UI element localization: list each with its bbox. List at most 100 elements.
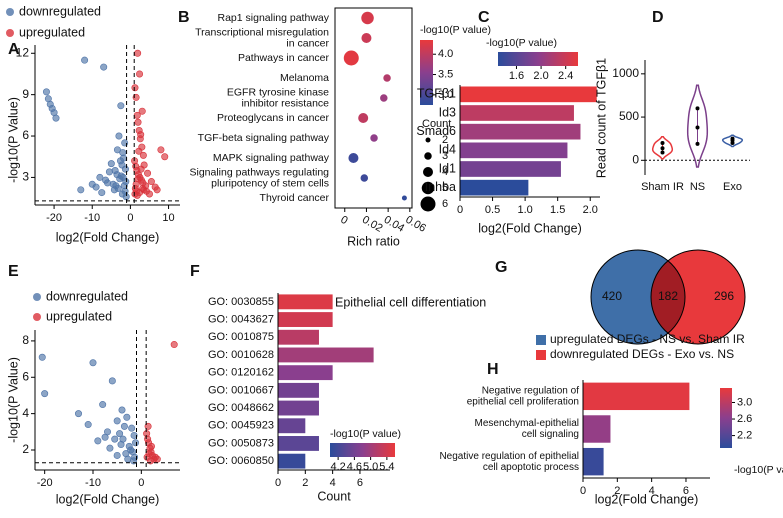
point xyxy=(38,353,46,361)
panel-letter: H xyxy=(487,361,499,378)
category-label: Proteoglycans in cancer xyxy=(217,112,330,124)
legend-marker xyxy=(6,29,14,37)
point xyxy=(132,439,140,447)
colorbar-tick-label: 1.6 xyxy=(509,70,524,82)
colorbar-tick-label: 2.2 xyxy=(737,429,752,441)
bar xyxy=(278,436,319,451)
legend-label: upregulated xyxy=(19,25,85,39)
category-label: epithelial cell proliferation xyxy=(467,396,579,407)
point xyxy=(134,49,142,57)
venn-count: 296 xyxy=(714,289,734,303)
legend-label: downregulated xyxy=(46,289,128,303)
category-label: EGFR tyrosine kinase xyxy=(227,86,329,98)
point xyxy=(94,437,102,445)
colorbar-tick-label: 5.0 xyxy=(363,461,378,473)
point xyxy=(118,406,126,414)
category-label: pluripotency of stem cells xyxy=(211,177,329,189)
venn-count: 420 xyxy=(602,289,622,303)
x-tick-label: 6 xyxy=(683,485,689,497)
point xyxy=(84,421,92,429)
point xyxy=(101,433,109,441)
point xyxy=(153,186,161,194)
x-tick-label: 0 xyxy=(275,477,281,489)
point xyxy=(135,147,143,155)
colorbar-tick-label: 3.0 xyxy=(737,396,752,408)
point xyxy=(147,178,155,186)
colorbar-title: -log10(P value) xyxy=(330,428,401,440)
x-axis-title: log2(Fold Change) xyxy=(595,492,699,506)
violin xyxy=(651,136,674,160)
x-tick-label: 1.5 xyxy=(550,204,565,216)
category-label: Id1 xyxy=(439,161,456,175)
category-label: cell apoptotic process xyxy=(483,462,579,473)
colorbar-tick-label: 2.4 xyxy=(558,70,573,82)
x-tick-label: 4 xyxy=(649,485,655,497)
point xyxy=(138,107,146,115)
point xyxy=(99,401,107,409)
y-axis-title: -log10(P Value) xyxy=(6,357,20,443)
category-label: GO: 0030855 xyxy=(208,296,274,308)
x-axis-title: Count xyxy=(317,489,351,503)
bar xyxy=(460,105,574,121)
size-legend-label: 4 xyxy=(442,166,448,178)
legend-marker xyxy=(33,293,41,301)
category-label: GO: 0010875 xyxy=(208,331,274,343)
category-label: Smad6 xyxy=(416,124,456,138)
point xyxy=(105,168,113,176)
category-label: GO: 0050873 xyxy=(208,437,274,449)
bubble xyxy=(348,153,359,163)
category-label: Melanoma xyxy=(280,72,329,84)
x-tick-label: Sham IR xyxy=(641,181,684,193)
colorbar-title: -log10(P value) xyxy=(486,37,557,49)
size-legend-label: 3 xyxy=(442,150,448,162)
point xyxy=(116,157,124,165)
panel-letter: D xyxy=(652,9,664,26)
point xyxy=(730,141,735,146)
bubble xyxy=(361,33,372,43)
point xyxy=(170,341,178,349)
colorbar-tick-label: 3.0 xyxy=(438,89,453,101)
point xyxy=(119,173,127,181)
y-tick-label: 1000 xyxy=(612,66,639,80)
point xyxy=(123,413,131,421)
x-tick-label: 0.06 xyxy=(403,214,428,235)
point xyxy=(88,180,96,188)
point xyxy=(695,125,700,130)
x-tick-label: 0 xyxy=(580,485,586,497)
point xyxy=(120,422,128,430)
bar xyxy=(583,415,611,443)
bubble xyxy=(370,134,378,142)
legend-label: downregulated DEGs - Exo vs. NS xyxy=(550,347,734,361)
bar xyxy=(583,382,690,411)
point xyxy=(117,102,125,110)
bar xyxy=(278,329,319,345)
category-label: Signaling pathways regulating xyxy=(189,166,329,178)
legend-marker xyxy=(536,350,546,360)
category-label: GO: 0010667 xyxy=(208,384,274,396)
point xyxy=(77,186,85,194)
point xyxy=(153,455,161,463)
bubble xyxy=(361,11,374,25)
colorbar xyxy=(420,40,433,105)
bar xyxy=(460,142,568,159)
category-label: Mesenchymal-epithelial xyxy=(475,418,580,429)
category-label: cell signaling xyxy=(522,429,579,440)
x-tick-label: 2 xyxy=(302,477,308,489)
point xyxy=(98,189,106,197)
point xyxy=(660,141,665,146)
point xyxy=(119,435,127,443)
y-tick-label: 2 xyxy=(22,442,29,456)
point xyxy=(42,88,50,96)
colorbar-tick-label: 4.2 xyxy=(330,461,345,473)
x-axis-title: log2(Fold Change) xyxy=(56,492,160,506)
panel-letter: E xyxy=(8,263,19,280)
colorbar xyxy=(720,388,732,448)
x-tick-label: 0.5 xyxy=(485,204,500,216)
point xyxy=(110,186,118,194)
point xyxy=(131,84,139,92)
category-label: Negative regulation of epithelial xyxy=(439,451,579,462)
x-tick-label: 0 xyxy=(457,204,463,216)
legend-marker xyxy=(536,335,546,345)
category-label: Transcriptional misregulation xyxy=(195,26,329,38)
